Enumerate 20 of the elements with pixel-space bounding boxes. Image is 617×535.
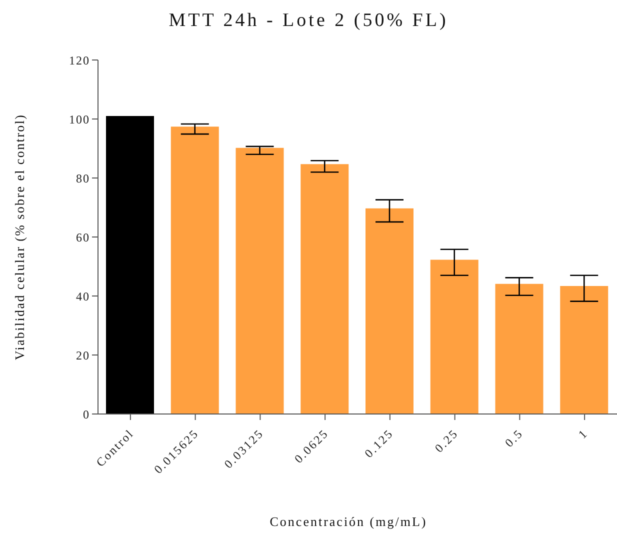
- bar: [300, 164, 349, 414]
- x-tick-label: 1: [575, 426, 591, 442]
- y-tick-label: 20: [76, 348, 90, 362]
- bar: [495, 284, 544, 414]
- y-tick-label: 40: [76, 289, 90, 304]
- y-tick-label: 0: [83, 407, 90, 422]
- y-tick-label: 100: [69, 112, 90, 126]
- bar: [430, 260, 478, 414]
- y-tick-label: 60: [76, 230, 90, 244]
- bar: [106, 116, 154, 414]
- bar: [170, 126, 219, 414]
- bar: [236, 148, 284, 414]
- y-axis-title: Viabilidad celular (% sobre el control): [12, 114, 28, 360]
- y-tick-label: 80: [76, 171, 90, 186]
- x-axis-title: Concentración (mg/mL): [268, 514, 428, 530]
- x-tick-label: 0.5: [502, 426, 526, 450]
- y-tick-label: 120: [69, 53, 90, 68]
- bar: [560, 286, 608, 414]
- bar: [366, 208, 414, 414]
- chart-title: MTT 24h - Lote 2 (50% FL): [168, 10, 450, 32]
